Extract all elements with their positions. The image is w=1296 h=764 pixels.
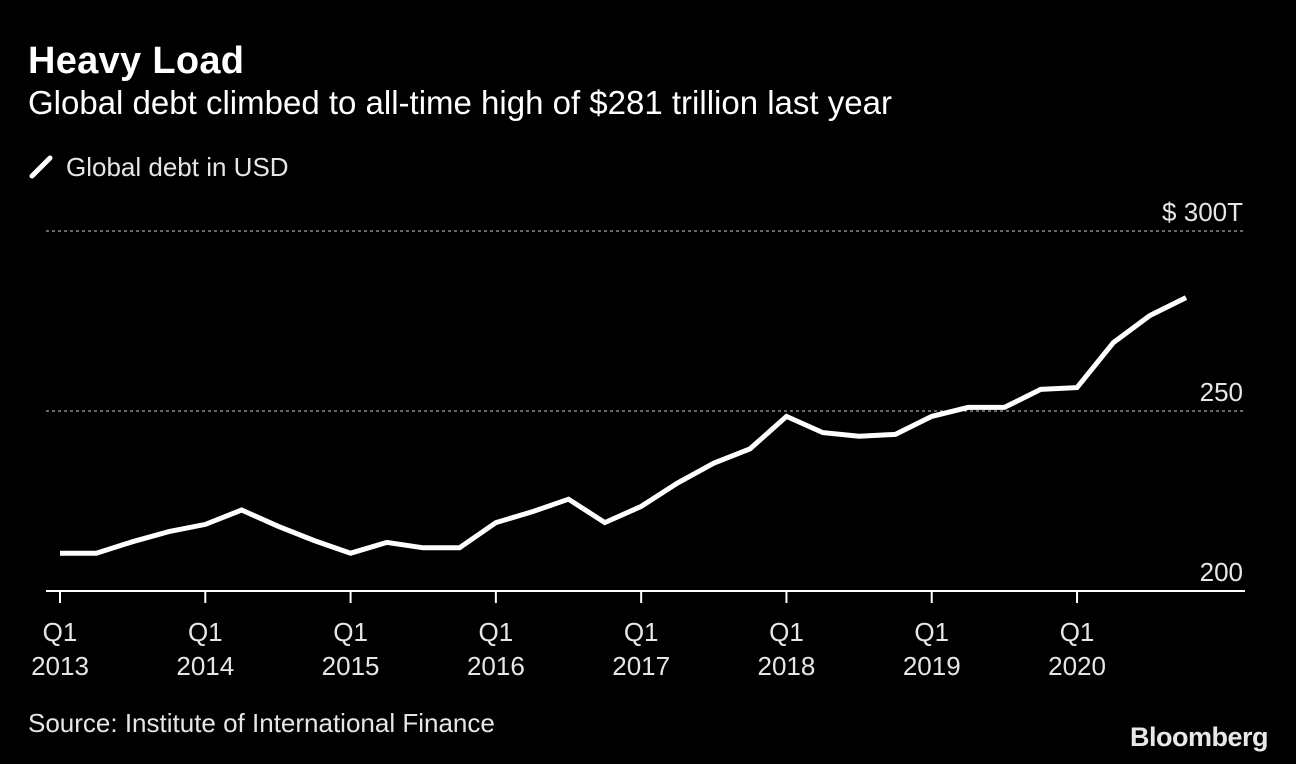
x-tick-quarter-2014: Q1 [188, 617, 223, 647]
x-tick-year-2018: 2018 [758, 651, 816, 681]
x-tick-quarter-2016: Q1 [479, 617, 514, 647]
x-tick-year-2015: 2015 [322, 651, 380, 681]
x-tick-year-2014: 2014 [176, 651, 234, 681]
x-tick-year-2019: 2019 [903, 651, 961, 681]
y-tick-label-250: 250 [1200, 377, 1243, 407]
y-tick-label-200: 200 [1200, 557, 1243, 587]
gridlines [46, 230, 1245, 412]
legend-label: Global debt in USD [66, 151, 289, 182]
chart-subtitle: Global debt climbed to all-time high of … [28, 84, 892, 121]
x-axis [46, 590, 1245, 603]
x-axis-labels: Q1 2013 Q1 2014 Q1 2015 Q1 2016 Q1 2017 Q1 2018 Q1 20… [31, 617, 1106, 681]
x-tick-quarter-2019: Q1 [914, 617, 949, 647]
y-tick-label-300: $ 300T [1162, 197, 1243, 227]
series-global-debt [60, 295, 1188, 556]
chart-title: Heavy Load [28, 40, 245, 82]
legend: Global debt in USD [28, 150, 289, 184]
x-tick-quarter-2015: Q1 [333, 617, 368, 647]
source-note: Source: Institute of International Finan… [28, 708, 495, 738]
series-line-global-debt [60, 295, 1188, 556]
x-tick-quarter-2020: Q1 [1060, 617, 1095, 647]
x-tick-quarter-2013: Q1 [43, 617, 78, 647]
bloomberg-logo: Bloomberg [1129, 722, 1269, 752]
line-swatch-icon [29, 155, 53, 179]
x-tick-year-2013: 2013 [31, 651, 89, 681]
x-tick-year-2020: 2020 [1048, 651, 1106, 681]
x-tick-year-2016: 2016 [467, 651, 525, 681]
x-tick-quarter-2018: Q1 [769, 617, 804, 647]
x-tick-year-2017: 2017 [612, 651, 670, 681]
x-tick-quarter-2017: Q1 [624, 617, 659, 647]
y-axis-labels: 200 250 $ 300T [1162, 197, 1243, 587]
